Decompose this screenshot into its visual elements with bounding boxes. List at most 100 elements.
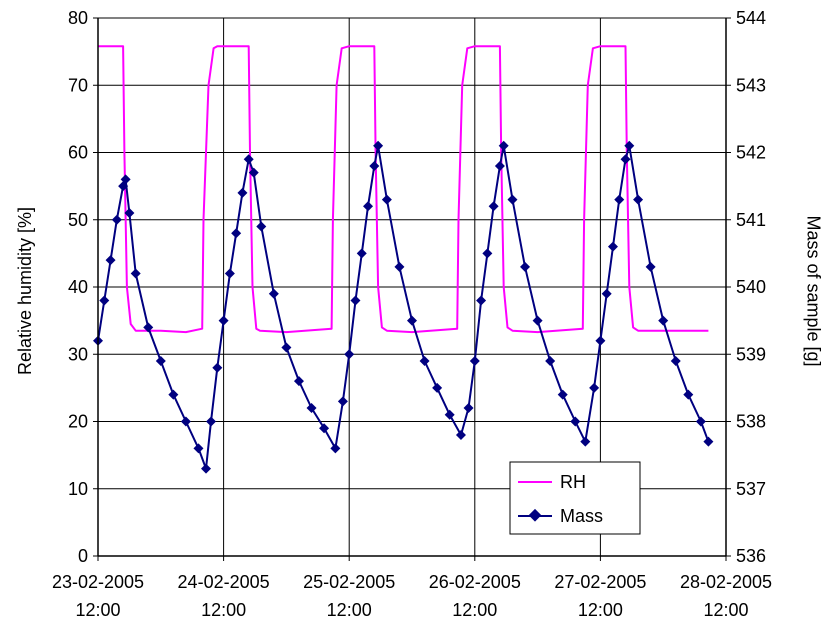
y-right-tick-label: 544 bbox=[736, 8, 766, 28]
series-point-mass bbox=[248, 167, 259, 178]
axes bbox=[93, 17, 731, 561]
x-tick-label-time: 12:00 bbox=[75, 600, 120, 620]
x-tick-label-time: 12:00 bbox=[703, 600, 748, 620]
series-point-mass bbox=[620, 154, 631, 165]
series-point-mass bbox=[482, 248, 493, 259]
series-point-mass bbox=[124, 208, 135, 219]
x-tick-label-date: 28-02-2005 bbox=[680, 572, 772, 592]
series-point-mass bbox=[281, 342, 292, 353]
x-tick-label-date: 27-02-2005 bbox=[554, 572, 646, 592]
legend: RH Mass bbox=[509, 461, 641, 535]
series-point-mass bbox=[595, 335, 606, 346]
series-point-mass bbox=[432, 382, 443, 393]
series-point-mass bbox=[356, 248, 367, 259]
y-left-tick-label: 80 bbox=[68, 8, 88, 28]
series-point-mass bbox=[658, 315, 669, 326]
series-point-mass bbox=[111, 214, 122, 225]
tick-labels: 0 10 20 30 40 50 60 70 80 536 537 538 539 540 541 542 54… bbox=[52, 8, 772, 620]
series-point-mass bbox=[545, 355, 556, 366]
x-tick-label-date: 23-02-2005 bbox=[52, 572, 144, 592]
legend-rh-label: RH bbox=[560, 472, 586, 492]
y-right-tick-label: 541 bbox=[736, 210, 766, 230]
series-point-mass bbox=[557, 389, 568, 400]
series-point-mass bbox=[469, 355, 480, 366]
x-tick-label-time: 12:00 bbox=[327, 600, 372, 620]
y-left-tick-label: 10 bbox=[68, 479, 88, 499]
y-right-tick-label: 540 bbox=[736, 277, 766, 297]
series-point-mass bbox=[130, 268, 141, 279]
x-tick-label-date: 26-02-2005 bbox=[429, 572, 521, 592]
series-point-mass bbox=[476, 295, 487, 306]
series-point-mass bbox=[363, 201, 374, 212]
series-point-mass bbox=[206, 416, 217, 427]
x-tick-label-date: 24-02-2005 bbox=[178, 572, 270, 592]
series-point-mass bbox=[394, 261, 405, 272]
series-point-mass bbox=[683, 389, 694, 400]
y-left-tick-label: 40 bbox=[68, 277, 88, 297]
series-point-mass bbox=[614, 194, 625, 205]
y-left-tick-label: 60 bbox=[68, 143, 88, 163]
series-point-mass bbox=[624, 140, 635, 151]
y-right-tick-label: 539 bbox=[736, 344, 766, 364]
series-point-mass bbox=[180, 416, 191, 427]
series-point-mass bbox=[268, 288, 279, 299]
series-point-mass bbox=[419, 355, 430, 366]
x-tick-label-date: 25-02-2005 bbox=[303, 572, 395, 592]
y-left-tick-label: 0 bbox=[78, 546, 88, 566]
series-point-mass bbox=[330, 443, 341, 454]
series-point-mass bbox=[463, 403, 474, 414]
y-left-tick-label: 20 bbox=[68, 412, 88, 432]
series-point-mass bbox=[168, 389, 179, 400]
series-point-mass bbox=[369, 160, 380, 171]
series-point-mass bbox=[570, 416, 581, 427]
y-left-tick-label: 50 bbox=[68, 210, 88, 230]
series-point-mass bbox=[373, 140, 384, 151]
series-point-mass bbox=[337, 396, 348, 407]
series-point-mass bbox=[99, 295, 110, 306]
series-point-mass bbox=[580, 436, 591, 447]
series-point-mass bbox=[218, 315, 229, 326]
series-point-mass bbox=[633, 194, 644, 205]
y-right-axis-title: Mass of sample [g] bbox=[803, 215, 823, 366]
series-point-mass bbox=[488, 201, 499, 212]
series-point-mass bbox=[293, 376, 304, 387]
x-tick-label-time: 12:00 bbox=[452, 600, 497, 620]
series-point-mass bbox=[243, 154, 254, 165]
series-point-mass bbox=[455, 429, 466, 440]
series-point-mass bbox=[494, 160, 505, 171]
y-right-tick-label: 536 bbox=[736, 546, 766, 566]
series-point-mass bbox=[237, 187, 248, 198]
legend-mass-label: Mass bbox=[560, 506, 603, 526]
series-point-mass bbox=[201, 463, 212, 474]
y-right-tick-label: 537 bbox=[736, 479, 766, 499]
legend-box bbox=[509, 461, 641, 535]
series-point-mass bbox=[193, 443, 204, 454]
series-point-mass bbox=[407, 315, 417, 326]
series-point-mass bbox=[670, 355, 681, 366]
series-point-mass bbox=[105, 255, 116, 266]
series-point-mass bbox=[231, 228, 242, 239]
series-point-mass bbox=[381, 194, 392, 205]
series-point-mass bbox=[507, 194, 518, 205]
series-point-mass bbox=[498, 140, 509, 151]
series-line-rh bbox=[98, 45, 709, 334]
series-point-mass bbox=[703, 436, 714, 447]
series-point-mass bbox=[344, 349, 355, 360]
series-point-mass bbox=[143, 322, 154, 333]
series-point-mass bbox=[212, 362, 223, 373]
series-point-mass bbox=[520, 261, 531, 272]
y-right-tick-label: 543 bbox=[736, 75, 766, 95]
y-left-axis-title: Relative humidity [%] bbox=[15, 207, 35, 375]
series-point-mass bbox=[607, 241, 618, 252]
x-tick-label-time: 12:00 bbox=[201, 600, 246, 620]
series-point-mass bbox=[350, 295, 361, 306]
series-point-mass bbox=[155, 355, 166, 366]
y-left-tick-label: 30 bbox=[68, 344, 88, 364]
series-point-mass bbox=[224, 268, 235, 279]
series-point-mass bbox=[589, 382, 600, 393]
series-point-mass bbox=[532, 315, 543, 326]
series-point-mass bbox=[120, 174, 131, 185]
series-point-mass bbox=[444, 409, 455, 420]
series-point-mass bbox=[256, 221, 267, 232]
